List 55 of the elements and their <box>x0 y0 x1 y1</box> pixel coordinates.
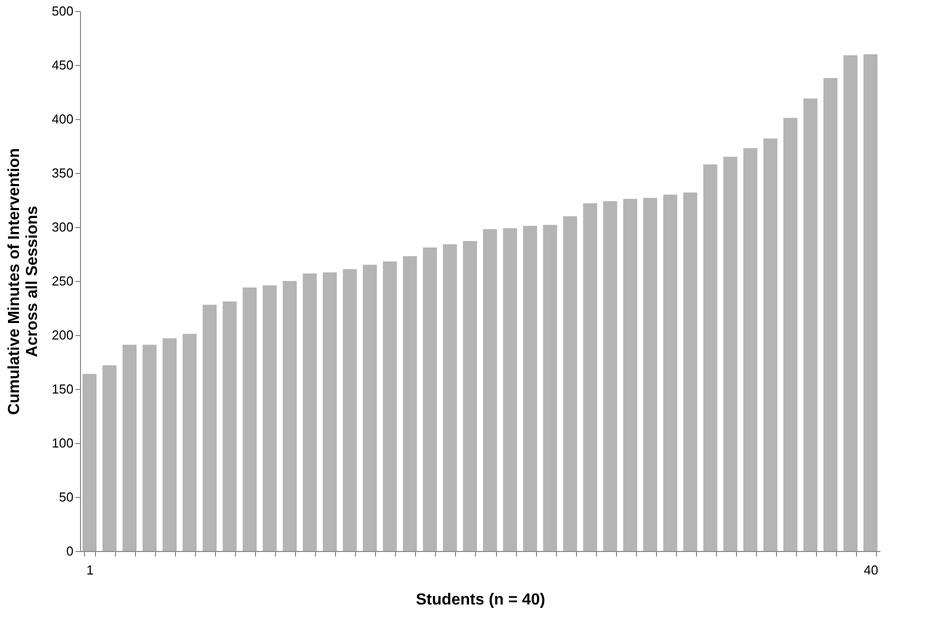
bar <box>142 344 157 551</box>
bar <box>182 334 197 551</box>
y-tick-label: 500 <box>52 4 74 18</box>
bar <box>422 248 437 551</box>
y-tick-label: 400 <box>52 112 74 126</box>
y-tick-label: 0 <box>66 544 74 558</box>
bar <box>563 216 578 551</box>
bar <box>863 54 878 551</box>
bar <box>102 365 117 551</box>
bar <box>823 78 838 551</box>
bar <box>743 148 758 551</box>
bar <box>603 201 618 551</box>
bar <box>543 224 558 551</box>
y-tick-label: 350 <box>52 166 74 180</box>
bar <box>382 262 397 551</box>
x-tick-label: 1 <box>86 562 94 578</box>
bar <box>623 198 638 551</box>
bar <box>242 287 257 551</box>
bar <box>503 228 518 551</box>
y-tick-label: 250 <box>52 274 74 288</box>
bar <box>282 281 297 551</box>
bar <box>222 302 237 551</box>
bar <box>723 156 738 551</box>
bar <box>162 338 177 551</box>
bar <box>783 118 798 551</box>
y-axis-title: Cumulative Minutes of Intervention Across all Sessions <box>6 148 41 415</box>
bar <box>703 164 718 551</box>
bar <box>803 98 818 551</box>
y-tick-label: 200 <box>52 328 74 342</box>
bar <box>442 244 457 551</box>
bar <box>302 273 317 551</box>
bar <box>342 269 357 551</box>
bar <box>462 241 477 551</box>
x-tick-label: 40 <box>864 562 878 578</box>
bar <box>643 198 658 551</box>
bar <box>483 229 498 551</box>
bar <box>122 344 137 551</box>
y-tick-label: 450 <box>52 58 74 72</box>
bar <box>523 226 538 551</box>
bar <box>362 264 377 551</box>
bar <box>82 374 97 551</box>
y-tick-label: 50 <box>59 490 74 504</box>
y-tick-label: 100 <box>52 436 74 450</box>
bar <box>843 55 858 551</box>
bar <box>202 304 217 551</box>
y-tick-label: 300 <box>52 220 74 234</box>
bar <box>262 285 277 551</box>
y-tick-label: 150 <box>52 382 74 396</box>
bar <box>322 272 337 551</box>
bar <box>583 203 598 551</box>
bar <box>663 194 678 551</box>
x-axis-title: Students (n = 40) <box>416 592 546 608</box>
bar <box>763 138 778 551</box>
bar <box>683 192 698 551</box>
bar <box>402 256 417 551</box>
